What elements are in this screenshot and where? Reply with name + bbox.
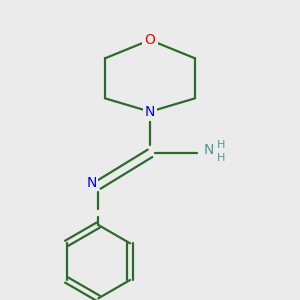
Text: O: O xyxy=(145,33,155,47)
Text: H: H xyxy=(217,153,225,163)
Text: N: N xyxy=(203,143,214,157)
Text: H: H xyxy=(217,140,225,150)
Text: N: N xyxy=(145,105,155,119)
Text: N: N xyxy=(86,176,97,190)
